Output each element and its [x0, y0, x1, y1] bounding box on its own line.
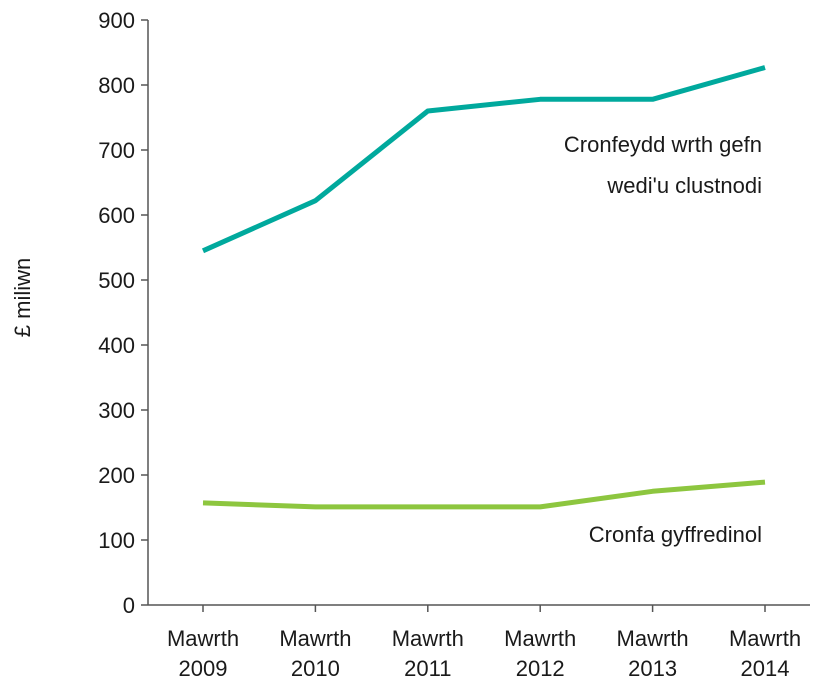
y-axis: 0 100 200 300 400 500 600 700 800 900: [98, 8, 149, 618]
x-tick-label: 2010: [291, 656, 340, 681]
series-line-0: [201, 65, 766, 254]
x-tick-label: Mawrth: [617, 626, 689, 651]
series-label-0: Cronfeydd wrth gefn: [564, 132, 762, 157]
y-tick-label: 700: [98, 138, 135, 163]
x-tick-label: 2009: [179, 656, 228, 681]
y-tick-label: 400: [98, 333, 135, 358]
x-tick-label: Mawrth: [279, 626, 351, 651]
x-tick-label: Mawrth: [729, 626, 801, 651]
x-tick-label: 2014: [741, 656, 790, 681]
series-label-0: wedi'u clustnodi: [606, 173, 762, 198]
x-tick-label: Mawrth: [167, 626, 239, 651]
y-tick-label: 100: [98, 528, 135, 553]
series-label-1: Cronfa gyffredinol: [589, 522, 762, 547]
y-axis-title: £ miliwn: [10, 258, 35, 337]
x-tick-label: Mawrth: [392, 626, 464, 651]
y-tick-label: 200: [98, 463, 135, 488]
y-tick-label: 300: [98, 398, 135, 423]
series-labels: Cronfeydd wrth gefn wedi'u clustnodi Cronf…: [564, 132, 762, 547]
x-axis: Mawrth 2009 Mawrth 2010 Mawrth 2011 Mawrth 2012…: [148, 604, 810, 681]
x-tick-label: 2013: [628, 656, 677, 681]
y-tick-label: 600: [98, 203, 135, 228]
x-tick-label: 2011: [404, 656, 451, 681]
y-tick-label: 900: [98, 8, 135, 33]
x-tick-label: Mawrth: [504, 626, 576, 651]
series-line-1: [202, 479, 766, 510]
x-tick-label: 2012: [516, 656, 565, 681]
y-tick-label: 0: [123, 593, 135, 618]
y-tick-label: 800: [98, 73, 135, 98]
y-tick-label: 500: [98, 268, 135, 293]
series-lines: [201, 65, 766, 510]
